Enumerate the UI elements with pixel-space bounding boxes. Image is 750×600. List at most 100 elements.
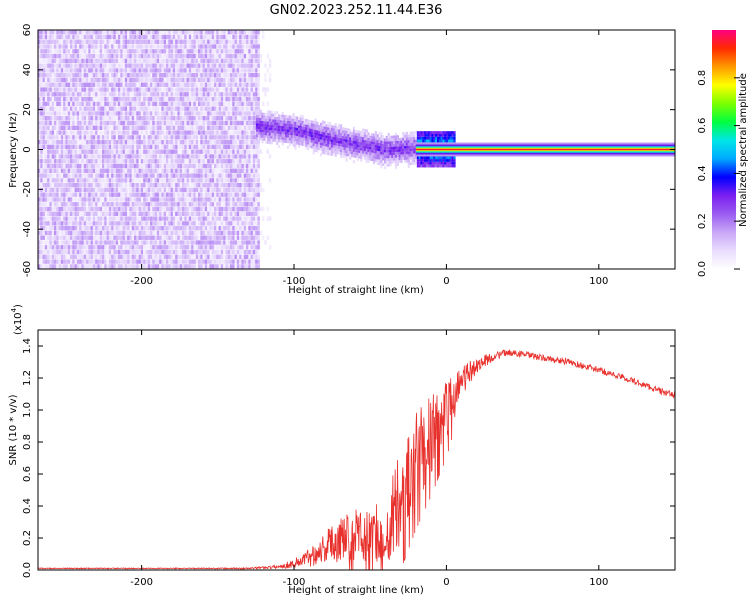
heat-cell — [129, 264, 132, 269]
heat-cell — [51, 221, 55, 226]
heat-cell — [188, 130, 192, 135]
heat-cell — [179, 39, 183, 44]
heat-cell — [166, 154, 169, 159]
heat-cell — [200, 125, 203, 130]
heat-cell — [95, 125, 98, 130]
heat-cell — [42, 264, 45, 269]
heat-cell — [131, 92, 135, 97]
heat-cell — [106, 82, 109, 87]
heat-cell — [202, 182, 205, 188]
heat-cell — [97, 139, 100, 145]
heat-cell — [108, 130, 112, 135]
heat-cell — [74, 125, 77, 130]
heat-cell — [184, 63, 187, 68]
heat-cell — [147, 197, 151, 202]
heat-cell — [152, 111, 155, 116]
heat-cell — [200, 101, 203, 107]
heat-cell — [230, 144, 233, 150]
heat-cell — [138, 225, 141, 231]
heat-cell — [172, 249, 176, 255]
heat-cell — [90, 135, 93, 140]
heat-cell — [170, 192, 173, 197]
heat-cell — [168, 235, 171, 240]
heat-cell — [202, 197, 205, 202]
heat-cell — [195, 101, 199, 107]
heat-cell — [236, 202, 240, 207]
heat-cell — [56, 25, 58, 29]
heat-cell — [236, 49, 240, 54]
heat-cell — [156, 182, 160, 188]
heat-cell — [209, 87, 212, 92]
heat-cell — [188, 92, 192, 97]
heat-cell — [193, 120, 196, 126]
heat-cell — [65, 30, 68, 35]
heat-cell — [172, 44, 176, 49]
heat-cell — [159, 39, 162, 44]
heat-cell — [204, 92, 208, 97]
heat-cell — [163, 182, 167, 188]
heat-cell — [97, 125, 100, 130]
heat-cell — [234, 168, 237, 174]
heat-cell — [129, 116, 132, 121]
heat-cell — [172, 125, 176, 130]
heat-cell — [234, 49, 237, 54]
heat-cell — [250, 92, 253, 97]
heat-cell — [202, 216, 205, 221]
heat-cell — [232, 53, 235, 59]
heat-cell — [161, 58, 164, 64]
heat-cell — [198, 202, 201, 207]
heat-cell — [200, 30, 203, 35]
heat-cell — [49, 101, 52, 107]
heat-cell — [49, 192, 52, 197]
heat-cell — [220, 182, 224, 188]
heat-cell — [40, 92, 43, 97]
heat-cell — [236, 211, 240, 217]
heat-cell — [44, 154, 48, 159]
heat-cell — [195, 58, 199, 64]
heat-cell — [170, 168, 173, 174]
heat-cell — [182, 144, 185, 150]
heat-cell — [234, 44, 237, 49]
heat-cell — [191, 120, 194, 126]
heat-cell — [207, 139, 210, 145]
heat-cell — [90, 192, 93, 197]
heat-cell — [255, 163, 258, 169]
heat-cell — [63, 264, 66, 269]
heat-cell — [138, 92, 141, 97]
heat-cell — [163, 211, 167, 217]
heat-cell — [170, 96, 173, 102]
heat-cell — [108, 44, 112, 49]
heat-cell — [257, 197, 260, 202]
heat-cell — [42, 101, 45, 107]
heat-cell — [161, 63, 164, 68]
heat-cell — [177, 254, 180, 260]
heat-cell — [232, 135, 235, 140]
heat-cell — [111, 106, 114, 111]
heat-cell — [234, 73, 237, 78]
heat-cell — [76, 53, 80, 59]
heat-cell — [44, 259, 48, 264]
heat-cell — [40, 58, 43, 64]
heat-cell — [152, 58, 155, 64]
heat-cell — [56, 230, 59, 236]
heat-cell — [239, 197, 242, 202]
heat-cell — [241, 168, 244, 174]
heat-cell — [204, 58, 208, 64]
heat-cell — [118, 82, 121, 87]
heat-cell — [216, 225, 219, 231]
heat-cell — [113, 159, 116, 164]
heat-cell — [170, 144, 173, 150]
heat-cell — [90, 230, 93, 236]
heat-cell — [145, 202, 148, 207]
heat-cell — [252, 34, 256, 40]
heat-cell — [248, 206, 251, 212]
heat-cell — [168, 49, 171, 54]
heat-cell — [106, 92, 109, 97]
heat-cell — [143, 111, 146, 116]
heat-cell — [198, 77, 201, 83]
heat-cell — [156, 111, 160, 116]
heat-cell — [92, 154, 96, 159]
heat-cell — [159, 87, 162, 92]
heat-cell — [38, 173, 41, 178]
heat-cell — [220, 34, 224, 40]
